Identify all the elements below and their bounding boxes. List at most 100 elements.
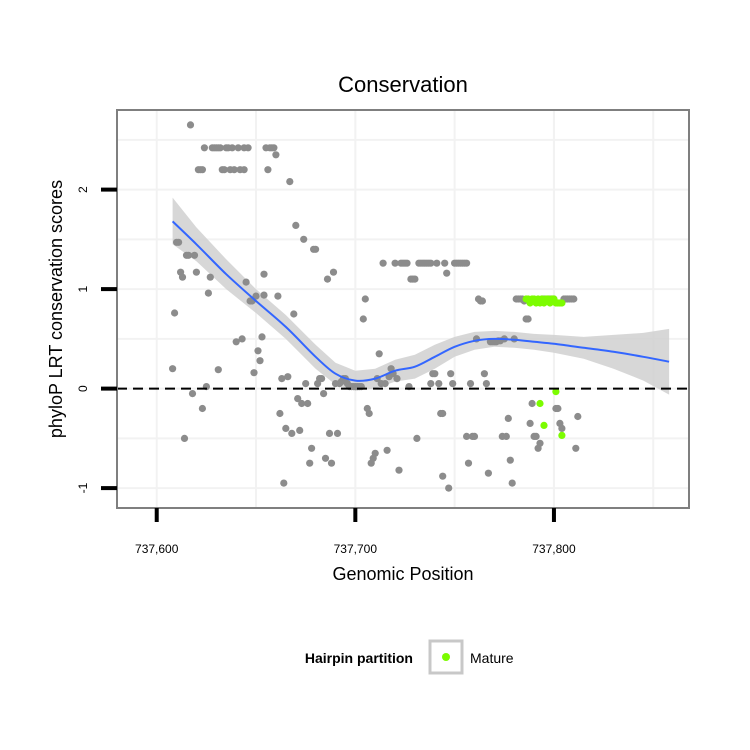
data-point bbox=[361, 295, 369, 303]
data-point bbox=[220, 166, 228, 174]
data-point bbox=[230, 166, 238, 174]
data-point bbox=[169, 365, 177, 373]
data-point bbox=[482, 380, 490, 388]
data-point bbox=[244, 144, 252, 152]
data-point bbox=[272, 151, 280, 159]
data-point bbox=[445, 484, 453, 492]
data-point bbox=[294, 395, 302, 403]
data-point bbox=[528, 399, 536, 408]
data-point bbox=[198, 166, 206, 174]
data-point bbox=[554, 404, 562, 413]
data-point bbox=[254, 347, 262, 355]
mature-data-point bbox=[558, 431, 566, 439]
data-point bbox=[228, 144, 236, 152]
data-point bbox=[395, 466, 403, 474]
data-point bbox=[327, 459, 336, 467]
data-point bbox=[532, 432, 540, 440]
data-point bbox=[391, 259, 399, 267]
data-point bbox=[371, 449, 379, 457]
data-point bbox=[298, 399, 306, 408]
data-point bbox=[439, 472, 447, 480]
data-point bbox=[413, 434, 421, 442]
data-point bbox=[180, 434, 189, 442]
data-point bbox=[323, 275, 332, 283]
data-point bbox=[449, 380, 457, 388]
data-point bbox=[171, 309, 179, 317]
data-point bbox=[304, 399, 312, 408]
data-point bbox=[506, 456, 514, 464]
data-point bbox=[524, 315, 532, 323]
data-point bbox=[188, 390, 197, 398]
data-point bbox=[431, 370, 439, 378]
data-point bbox=[570, 295, 578, 303]
data-point bbox=[284, 373, 292, 381]
data-point bbox=[329, 268, 338, 276]
data-point bbox=[250, 369, 258, 377]
data-point bbox=[427, 380, 435, 388]
data-point bbox=[321, 454, 330, 462]
data-point bbox=[216, 144, 224, 152]
data-point bbox=[441, 259, 449, 267]
x-axis-title: Genomic Position bbox=[332, 564, 473, 584]
data-point bbox=[178, 273, 187, 281]
data-point bbox=[175, 238, 183, 246]
data-point bbox=[264, 166, 272, 174]
confidence-ribbon-layer bbox=[172, 197, 670, 395]
mature-data-point bbox=[536, 399, 544, 408]
data-point bbox=[435, 380, 443, 388]
data-point bbox=[333, 429, 342, 437]
data-point bbox=[325, 429, 334, 437]
data-point bbox=[508, 479, 516, 487]
data-point bbox=[232, 338, 240, 346]
y-axis-title: phyloP LRT conservation scores bbox=[46, 180, 66, 438]
data-point bbox=[288, 429, 296, 437]
data-point bbox=[312, 245, 320, 253]
x-tick-label: 737,800 bbox=[532, 542, 576, 556]
data-point bbox=[206, 273, 214, 281]
data-point bbox=[256, 357, 264, 365]
legend-title: Hairpin partition bbox=[305, 650, 413, 666]
data-point bbox=[252, 292, 260, 300]
data-point bbox=[427, 259, 435, 267]
data-point bbox=[375, 350, 383, 358]
data-point bbox=[463, 259, 471, 267]
data-point bbox=[463, 432, 471, 440]
data-point bbox=[504, 414, 512, 422]
mature-data-point bbox=[552, 388, 560, 396]
data-point bbox=[403, 259, 411, 267]
data-point bbox=[204, 289, 212, 297]
data-point bbox=[572, 444, 580, 452]
legend-key-mature-icon bbox=[442, 653, 450, 661]
data-point bbox=[278, 375, 286, 383]
data-point bbox=[320, 390, 328, 398]
y-tick-label: 0 bbox=[76, 385, 90, 392]
legend: Hairpin partition Mature bbox=[305, 639, 514, 675]
confidence-ribbon bbox=[172, 197, 670, 395]
data-point bbox=[447, 370, 455, 378]
data-point bbox=[466, 380, 475, 388]
data-point bbox=[365, 409, 373, 418]
data-point bbox=[308, 444, 316, 452]
y-tick-label: 2 bbox=[76, 186, 90, 193]
data-point bbox=[190, 251, 199, 259]
data-point bbox=[214, 366, 222, 374]
data-point bbox=[411, 275, 419, 283]
data-point bbox=[433, 259, 441, 267]
smooth-line-layer bbox=[171, 220, 670, 382]
panel-border bbox=[116, 109, 690, 509]
data-point bbox=[290, 310, 298, 318]
data-point bbox=[558, 424, 566, 432]
data-point bbox=[198, 404, 206, 413]
x-tick-label: 737,700 bbox=[334, 542, 378, 556]
data-point bbox=[439, 409, 447, 418]
data-point bbox=[478, 297, 486, 305]
data-point bbox=[260, 291, 268, 299]
x-axis: 737,600 737,700 737,800 bbox=[135, 508, 576, 556]
data-point bbox=[242, 278, 250, 286]
data-point bbox=[318, 375, 326, 383]
data-point bbox=[270, 144, 278, 152]
plot-panel bbox=[116, 109, 690, 509]
data-point bbox=[300, 235, 308, 243]
data-point bbox=[192, 268, 200, 276]
